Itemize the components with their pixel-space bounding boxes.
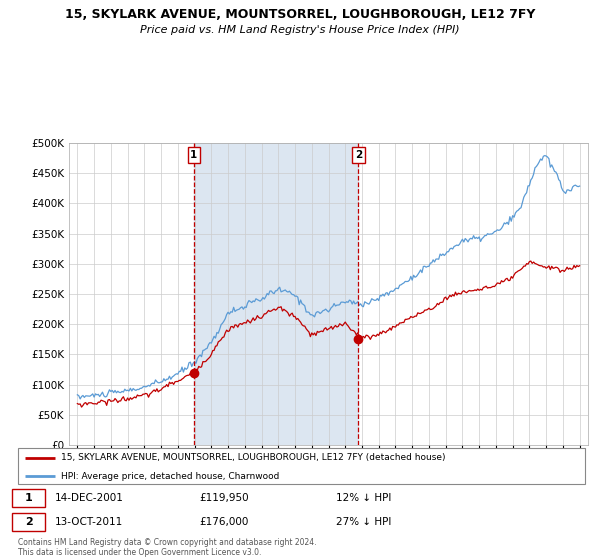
FancyBboxPatch shape: [13, 489, 45, 507]
Text: £119,950: £119,950: [199, 493, 249, 503]
Text: Price paid vs. HM Land Registry's House Price Index (HPI): Price paid vs. HM Land Registry's House …: [140, 25, 460, 35]
Text: 27% ↓ HPI: 27% ↓ HPI: [335, 517, 391, 528]
Text: 15, SKYLARK AVENUE, MOUNTSORREL, LOUGHBOROUGH, LE12 7FY (detached house): 15, SKYLARK AVENUE, MOUNTSORREL, LOUGHBO…: [61, 454, 445, 463]
FancyBboxPatch shape: [13, 514, 45, 531]
Text: 13-OCT-2011: 13-OCT-2011: [55, 517, 123, 528]
Text: 1: 1: [190, 150, 197, 160]
Text: 14-DEC-2001: 14-DEC-2001: [55, 493, 124, 503]
Text: 1: 1: [25, 493, 32, 503]
Text: 12% ↓ HPI: 12% ↓ HPI: [335, 493, 391, 503]
Text: 2: 2: [355, 150, 362, 160]
Text: £176,000: £176,000: [199, 517, 249, 528]
Text: Contains HM Land Registry data © Crown copyright and database right 2024.
This d: Contains HM Land Registry data © Crown c…: [18, 538, 317, 557]
Bar: [194, 143, 358, 445]
FancyBboxPatch shape: [18, 448, 585, 484]
Text: 2: 2: [25, 517, 32, 528]
Text: 15, SKYLARK AVENUE, MOUNTSORREL, LOUGHBOROUGH, LE12 7FY: 15, SKYLARK AVENUE, MOUNTSORREL, LOUGHBO…: [65, 8, 535, 21]
Text: HPI: Average price, detached house, Charnwood: HPI: Average price, detached house, Char…: [61, 472, 279, 480]
